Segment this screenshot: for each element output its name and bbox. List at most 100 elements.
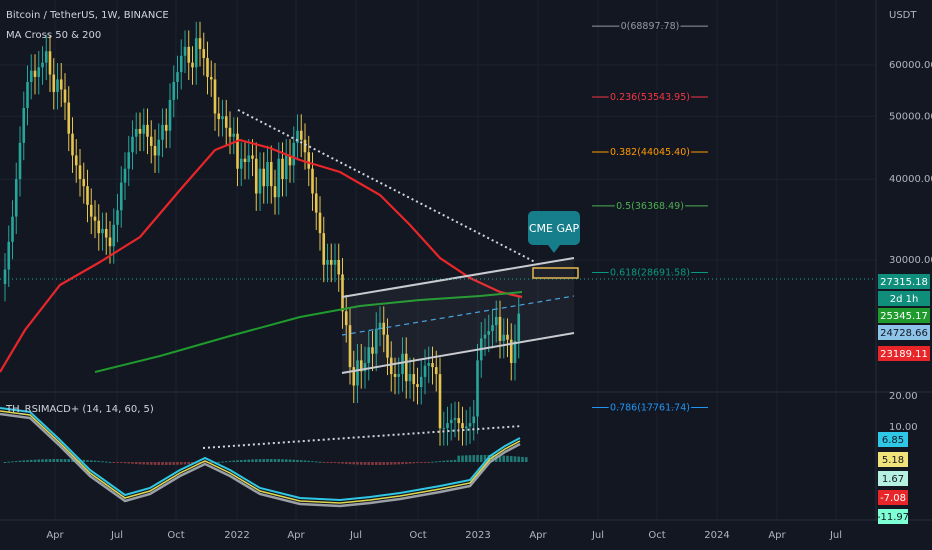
osc-histogram-bar <box>423 462 427 463</box>
candle-body <box>502 334 506 341</box>
osc-histogram-bar <box>112 462 116 463</box>
price-label-bg <box>878 325 930 340</box>
candle-body <box>378 322 382 329</box>
x-tick-label: Oct <box>648 530 665 541</box>
candle-body <box>74 155 78 166</box>
candle-body <box>464 426 468 429</box>
fib-label: 0.618(28691.58) <box>610 268 690 279</box>
candle-body <box>243 158 247 163</box>
candle-body <box>393 374 397 377</box>
osc-histogram-bar <box>236 460 239 462</box>
x-tick-label: Oct <box>167 530 184 541</box>
osc-histogram-bar <box>52 459 56 462</box>
fib-label: 0.382(44045.40) <box>610 147 690 158</box>
osc-histogram-bar <box>427 462 431 463</box>
candle-body <box>266 162 269 187</box>
osc-histogram-bar <box>382 462 386 465</box>
osc-histogram-bar <box>416 462 419 464</box>
candle-body <box>116 210 119 225</box>
candle-body <box>33 70 37 77</box>
osc-histogram-bar <box>348 462 352 465</box>
candle-body <box>427 363 431 366</box>
osc-histogram-bar <box>506 455 509 462</box>
osc-histogram-bar <box>431 461 434 463</box>
candle-body <box>363 363 367 372</box>
osc-histogram-bar <box>498 455 502 462</box>
osc-histogram-bar <box>356 462 359 465</box>
candle-body <box>281 158 284 180</box>
candle-body <box>251 155 254 159</box>
candle-body <box>149 136 153 146</box>
candle-body <box>123 168 127 183</box>
osc-histogram-bar <box>446 460 449 462</box>
ma50-line <box>0 138 523 373</box>
osc-value-bg <box>878 452 908 467</box>
candle-body <box>371 347 374 354</box>
osc-histogram-bar <box>307 460 311 462</box>
x-tick-label: 2022 <box>224 530 249 541</box>
osc-histogram-bar <box>187 462 191 465</box>
x-tick-label: Oct <box>409 530 426 541</box>
x-tick-label: Jul <box>591 530 604 541</box>
osc-histogram-bar <box>258 459 262 462</box>
candle-body <box>356 360 359 386</box>
candle-body <box>269 162 273 187</box>
candle-body <box>423 365 427 377</box>
osc-tick-label: 20.00 <box>889 391 918 402</box>
candle-body <box>438 374 442 429</box>
candle-body <box>176 72 179 82</box>
candle-body <box>179 55 183 73</box>
osc-histogram-bar <box>228 460 232 462</box>
candle-body <box>138 128 142 134</box>
candle-body <box>119 182 123 211</box>
osc-histogram-bar <box>318 461 322 463</box>
osc-histogram-bar <box>172 462 176 465</box>
candle-body <box>408 374 412 382</box>
axes: Apr Jul Oct 2022 Apr Jul Oct 2023 Apr Jul Oct 2024 A… <box>46 60 932 541</box>
candle-body <box>374 328 378 354</box>
osc-histogram-bar <box>457 455 461 462</box>
osc-histogram-bar <box>179 462 183 465</box>
osc-histogram-bar <box>326 462 329 463</box>
osc-histogram-bar <box>176 462 179 465</box>
osc-histogram-bar <box>127 462 131 464</box>
price-label-bg <box>878 346 930 361</box>
candle-body <box>7 241 11 270</box>
candle-body <box>183 46 187 56</box>
osc-histogram-bar <box>183 462 187 465</box>
osc-histogram-bar <box>513 456 517 462</box>
candle-body <box>48 51 52 75</box>
osc-histogram-bar <box>476 455 479 462</box>
osc-histogram-bar <box>202 462 206 464</box>
osc-histogram-bar <box>243 459 247 462</box>
osc-histogram-bar <box>359 462 363 465</box>
candle-body <box>26 81 29 108</box>
osc-histogram-bar <box>333 462 337 464</box>
y-tick-label: 40000.00 <box>889 174 932 185</box>
candle-body <box>311 168 314 194</box>
price-label: 23189.11 <box>880 349 928 360</box>
candle-body <box>326 260 329 265</box>
candle-body <box>14 179 18 217</box>
osc-histogram-bar <box>97 460 101 462</box>
candle-body <box>472 416 476 424</box>
osc-histogram-bar <box>288 459 292 462</box>
osc-histogram-bar <box>11 461 14 463</box>
candle-body <box>288 155 292 166</box>
osc-value-label: -11.97 <box>877 512 909 523</box>
grid <box>0 0 932 521</box>
candle-body <box>329 260 333 265</box>
osc-histogram-bar <box>217 461 221 463</box>
candle-body <box>401 353 404 375</box>
candle-body <box>206 58 209 77</box>
candle-body <box>359 360 363 372</box>
osc-histogram-bar <box>48 459 52 462</box>
osc-value-bg <box>878 432 908 447</box>
osc-value-bg <box>878 490 908 505</box>
osc-histogram-bar <box>247 459 251 462</box>
osc-histogram-bar <box>168 462 172 465</box>
candle-body <box>498 316 502 341</box>
osc-histogram-bar <box>29 459 33 462</box>
candle-body <box>93 216 97 221</box>
